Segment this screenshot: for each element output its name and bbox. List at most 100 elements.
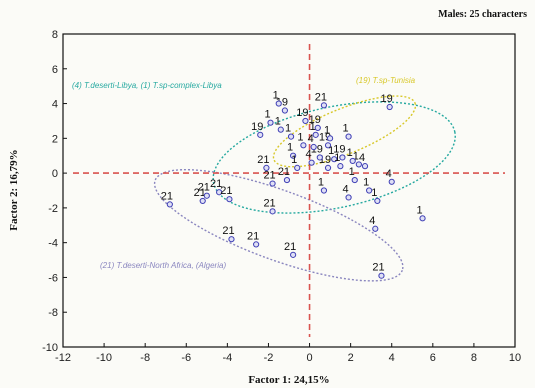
data-point-label: 1 xyxy=(324,124,330,136)
data-point-label: 4 xyxy=(386,168,392,180)
data-point xyxy=(419,215,426,222)
data-point xyxy=(203,192,210,199)
y-tick-label: -6 xyxy=(48,272,58,284)
data-point-label: 1 xyxy=(353,150,359,162)
y-tick-label: 2 xyxy=(52,133,58,145)
data-point xyxy=(308,159,315,166)
data-point xyxy=(361,163,369,170)
data-point xyxy=(355,161,362,168)
data-point xyxy=(374,197,381,205)
data-point xyxy=(287,133,295,140)
data-point-label: 4 xyxy=(369,215,375,227)
data-point xyxy=(199,197,206,205)
data-point-label: 19 xyxy=(296,107,308,119)
data-point-label: 1 xyxy=(349,166,355,178)
data-point xyxy=(345,133,352,140)
data-point-label: 21 xyxy=(263,197,275,209)
x-tick-label: -2 xyxy=(264,352,274,364)
data-point-label: 1 xyxy=(264,109,270,121)
data-point-label: 21 xyxy=(284,241,296,253)
data-point xyxy=(166,201,173,208)
y-tick-label: -4 xyxy=(48,238,58,250)
data-point-label: 1 xyxy=(363,177,369,189)
origin-cross xyxy=(73,44,505,337)
data-point-label: 21 xyxy=(194,187,206,199)
data-point xyxy=(294,164,301,171)
data-point xyxy=(314,124,321,132)
data-point xyxy=(326,135,334,142)
ellipse-layer xyxy=(153,95,456,282)
chart-title: Males: 25 characters xyxy=(438,9,527,20)
y-tick-label: -8 xyxy=(48,307,58,319)
y-tick-label: -10 xyxy=(42,342,58,354)
y-tick-label: -2 xyxy=(48,203,58,215)
y-tick-label: 0 xyxy=(52,168,58,180)
data-point xyxy=(269,208,276,215)
x-tick-label: 0 xyxy=(306,352,312,364)
data-point xyxy=(366,187,373,194)
x-tick-label: 6 xyxy=(430,352,436,364)
data-point xyxy=(316,154,323,161)
data-point xyxy=(269,180,276,187)
data-point-label: 4 xyxy=(306,149,312,161)
data-point-label: 1 xyxy=(285,123,291,135)
data-point xyxy=(275,100,282,107)
data-point xyxy=(302,117,309,125)
data-point xyxy=(290,152,297,159)
x-tick-label: 4 xyxy=(389,352,395,364)
x-tick-label: 2 xyxy=(348,352,354,364)
data-point xyxy=(324,164,332,171)
data-point xyxy=(257,131,264,138)
data-point xyxy=(324,142,332,149)
x-tick-label: 8 xyxy=(471,352,477,364)
confidence-ellipse-algeria xyxy=(153,168,404,282)
data-point xyxy=(378,272,385,279)
confidence-ellipse-tunisia xyxy=(272,95,417,168)
data-point-label: 21 xyxy=(222,225,234,237)
group-label-libya: (4) T.deserti-Libya, (1) T.sp-complex-Li… xyxy=(72,81,222,90)
data-point xyxy=(300,142,307,149)
data-point-label: 1 xyxy=(275,116,281,128)
data-point-label: 19 xyxy=(381,93,393,105)
data-point xyxy=(310,143,317,151)
data-point-label: 1 xyxy=(318,177,324,189)
data-point-label: 19 xyxy=(333,143,345,155)
data-point-label: 21 xyxy=(278,166,290,178)
x-tick-label: -10 xyxy=(96,352,112,364)
data-point-label: 21 xyxy=(263,170,275,182)
x-tick-label: -12 xyxy=(55,352,71,364)
data-point-label: 1 xyxy=(310,121,316,133)
data-point-label: 19 xyxy=(251,121,263,133)
data-point xyxy=(339,154,346,161)
data-point-label: 1 xyxy=(334,152,340,164)
data-point-label: 1 xyxy=(328,145,334,157)
data-point-label: 1 xyxy=(291,154,297,166)
x-tick-label: -6 xyxy=(181,352,191,364)
data-point-label: 1 xyxy=(347,147,353,159)
data-point xyxy=(263,164,270,171)
data-point-label: 1 xyxy=(371,187,377,199)
data-point xyxy=(277,126,284,133)
data-point-label: 21 xyxy=(161,190,173,202)
data-point xyxy=(349,157,356,165)
data-point xyxy=(386,103,393,111)
group-label-tunisia: (19) T.sp-Tunisia xyxy=(356,76,416,85)
y-axis-title: Factor 2: 16,79% xyxy=(8,149,20,230)
y-tick-label: 4 xyxy=(52,99,58,111)
group-label-layer: (4) T.deserti-Libya, (1) T.sp-complex-Li… xyxy=(72,76,416,270)
data-point-label: 21 xyxy=(220,185,232,197)
data-point-label: 4 xyxy=(359,152,365,164)
x-axis-title: Factor 1: 24,15% xyxy=(248,374,329,386)
data-point xyxy=(320,187,328,194)
data-point-label: 21 xyxy=(247,230,259,242)
data-point-label: 21 xyxy=(257,154,269,166)
data-point xyxy=(345,194,352,201)
data-point-label: 21 xyxy=(315,91,327,103)
plot-frame xyxy=(62,33,516,348)
confidence-ellipse-libya xyxy=(212,101,456,214)
data-point xyxy=(312,131,319,138)
